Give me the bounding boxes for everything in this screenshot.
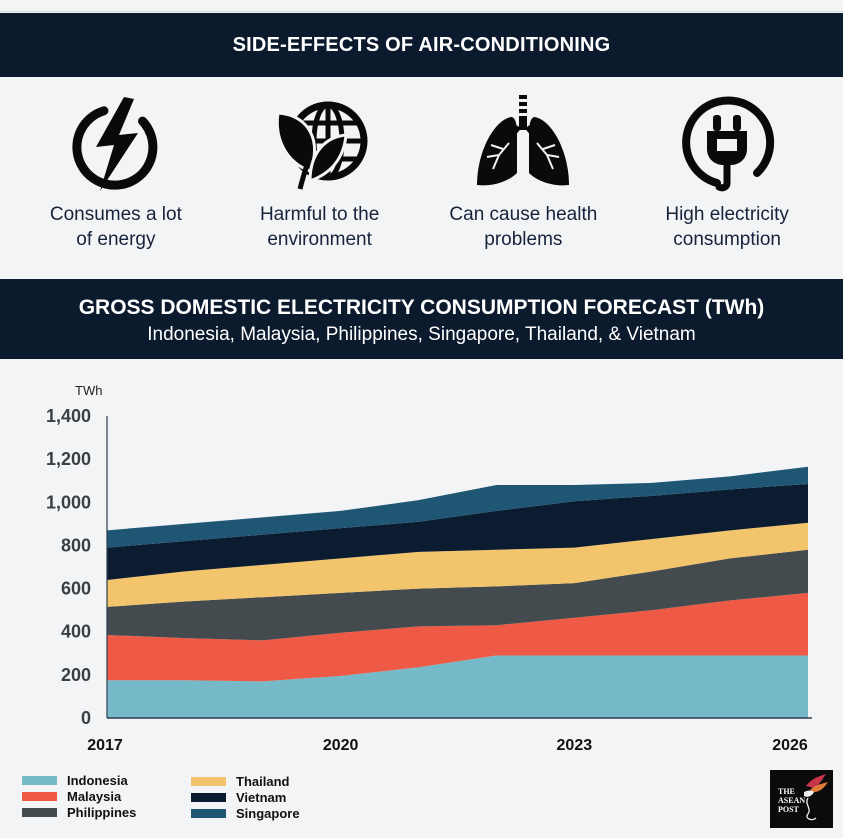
legend-swatch [191, 792, 226, 802]
y-axis-unit: TWh [75, 383, 102, 398]
effect-health: Can cause health problems [423, 77, 623, 279]
legend-swatch [22, 807, 57, 817]
section-banner: GROSS DOMESTIC ELECTRICITY CONSUMPTION F… [0, 279, 843, 359]
legend-item-indonesia: Indonesia [22, 772, 128, 788]
y-tick-label: 0 [81, 708, 91, 728]
legend-label: Vietnam [236, 789, 287, 805]
y-tick-label: 1,400 [46, 406, 91, 426]
logo-text-line3: POST [778, 805, 799, 814]
legend-swatch [22, 775, 57, 785]
effect-label-line1: Can cause health [449, 204, 598, 225]
legend-swatch [191, 808, 226, 818]
area-philippines [107, 549, 808, 641]
effect-label-line1: Consumes a lot [49, 204, 182, 225]
y-tick-label: 1,000 [46, 492, 91, 512]
lungs-icon [477, 95, 570, 186]
top-strip [0, 0, 843, 12]
page-title: SIDE-EFFECTS OF AIR-CONDITIONING [232, 34, 611, 56]
legend-label: Malaysia [67, 788, 122, 804]
effect-label-line2: of energy [76, 229, 156, 250]
effect-energy: Consumes a lot of energy [16, 77, 216, 279]
x-tick-labels: 2017 2020 2023 2026 [87, 737, 808, 754]
legend-item-vietnam: Vietnam [191, 789, 286, 805]
effect-label-line1: Harmful to the [259, 204, 380, 225]
effect-environment: Harmful to the environment [220, 77, 420, 279]
header-banner: SIDE-EFFECTS OF AIR-CONDITIONING [0, 13, 843, 77]
effect-label-line1: High electricity [665, 204, 789, 225]
y-tick-label: 800 [61, 535, 91, 555]
section-title: GROSS DOMESTIC ELECTRICITY CONSUMPTION F… [78, 296, 765, 319]
leaf-globe-icon [275, 101, 368, 190]
legend-swatch [22, 791, 57, 801]
chart-legend: Indonesia Malaysia Philippines Thailand … [22, 772, 322, 828]
legend-label: Singapore [236, 805, 300, 821]
area-indonesia [107, 655, 808, 718]
x-tick-label: 2017 [87, 737, 123, 754]
area-singapore [107, 466, 808, 548]
y-tick-label: 1,200 [46, 449, 91, 469]
x-tick-label: 2020 [323, 737, 359, 754]
the-asean-post-logo: THE ASEAN POST [770, 770, 833, 828]
y-tick-labels: 0 200 400 600 800 1,000 1,200 1,400 [46, 406, 91, 728]
legend-item-singapore: Singapore [191, 805, 300, 821]
bird-icon [804, 774, 828, 821]
lightning-circle-icon [72, 97, 158, 191]
legend-item-thailand: Thailand [191, 773, 289, 789]
area-thailand [107, 522, 808, 607]
logo-text-line2: ASEAN [778, 796, 806, 805]
legend-item-philippines: Philippines [22, 804, 136, 820]
section-subtitle: Indonesia, Malaysia, Philippines, Singap… [147, 324, 696, 345]
legend-label: Indonesia [67, 772, 128, 788]
area-vietnam [107, 483, 808, 580]
effect-label-line2: environment [267, 229, 372, 250]
area-malaysia [107, 592, 808, 682]
y-tick-label: 200 [61, 665, 91, 685]
side-effects-row: Consumes a lot of energy Harmful to the … [0, 77, 843, 279]
legend-item-malaysia: Malaysia [22, 788, 121, 804]
x-tick-label: 2023 [557, 737, 593, 754]
plug-circle-icon [682, 96, 775, 192]
legend-label: Philippines [67, 804, 137, 820]
y-tick-label: 600 [61, 579, 91, 599]
effect-label-line2: consumption [673, 229, 781, 250]
chart-areas [107, 466, 808, 718]
legend-swatch [191, 776, 226, 786]
stacked-area-chart: TWh 0 200 400 600 800 1,000 1,200 1,400 2017 202… [0, 360, 843, 760]
logo-text-line1: THE [778, 787, 795, 796]
x-tick-label: 2026 [772, 737, 808, 754]
effect-label-line2: problems [484, 229, 563, 250]
chart-canvas: TWh 0 200 400 600 800 1,000 1,200 1,400 2017 202… [46, 383, 812, 754]
y-tick-label: 400 [61, 622, 91, 642]
legend-label: Thailand [236, 773, 290, 789]
effect-electricity: High electricity consumption [627, 77, 827, 279]
